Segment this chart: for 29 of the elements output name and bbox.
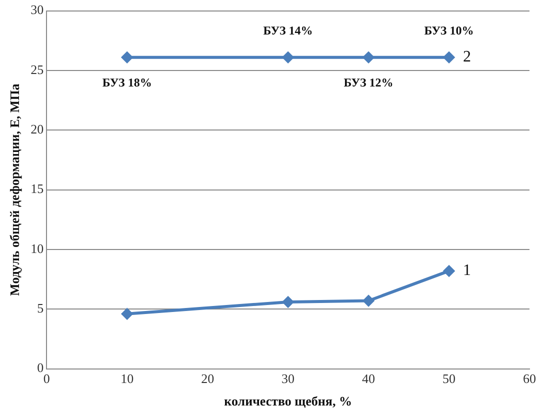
y-tick-label: 30 bbox=[30, 2, 44, 18]
y-tick-label: 5 bbox=[37, 300, 44, 316]
series-label: 1 bbox=[463, 262, 472, 280]
x-axis-title: количество щебня, % bbox=[224, 394, 352, 409]
point bbox=[444, 265, 455, 276]
point bbox=[282, 52, 294, 63]
y-axis-title: Модуль общей деформации, Е, МПа bbox=[7, 83, 22, 296]
annotation: БУЗ 12% bbox=[344, 75, 394, 90]
x-tick-label: 30 bbox=[282, 371, 295, 386]
annotation: БУЗ 14% bbox=[263, 23, 313, 38]
point bbox=[363, 52, 374, 63]
point bbox=[444, 52, 455, 63]
y-tick-label: 25 bbox=[30, 62, 44, 77]
annotation: БУЗ 10% bbox=[424, 23, 474, 38]
series-label: 2 bbox=[463, 48, 472, 66]
y-tick-label: 10 bbox=[30, 240, 44, 256]
x-tick-label: 20 bbox=[201, 371, 214, 386]
y-tick-label: 0 bbox=[37, 360, 44, 376]
y-tick-label: 20 bbox=[30, 122, 44, 137]
annotation: БУЗ 18% bbox=[102, 75, 152, 90]
y-tick-label: 15 bbox=[30, 181, 44, 196]
x-tick-label: 40 bbox=[362, 371, 376, 386]
point bbox=[282, 296, 294, 308]
point bbox=[363, 295, 374, 306]
point bbox=[122, 308, 133, 320]
x-tick-label: 60 bbox=[523, 371, 536, 386]
x-tick-label: 10 bbox=[120, 371, 134, 386]
point bbox=[122, 52, 133, 63]
x-tick-label: 50 bbox=[442, 371, 456, 386]
